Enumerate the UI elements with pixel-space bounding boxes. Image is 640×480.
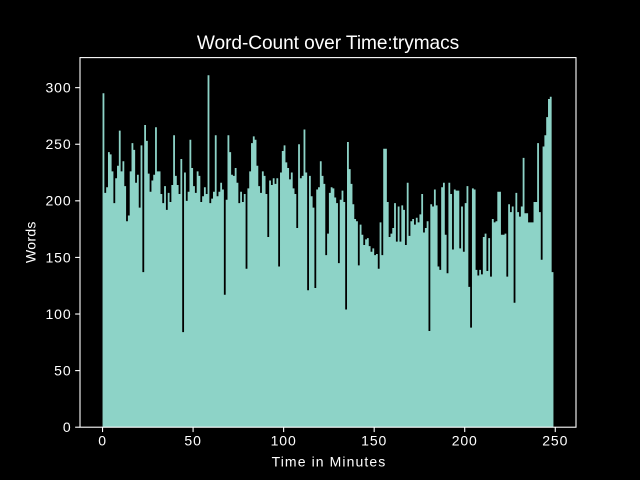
svg-text:50: 50: [184, 432, 201, 448]
svg-text:0: 0: [63, 419, 72, 435]
svg-text:Word-Count over Time:trymacs: Word-Count over Time:trymacs: [197, 33, 459, 54]
svg-text:100: 100: [271, 432, 297, 448]
svg-text:200: 200: [452, 432, 478, 448]
svg-text:100: 100: [45, 306, 71, 322]
svg-text:Time in Minutes: Time in Minutes: [272, 453, 387, 469]
svg-text:150: 150: [361, 432, 387, 448]
svg-text:250: 250: [45, 136, 71, 152]
svg-text:200: 200: [45, 193, 71, 209]
svg-text:Words: Words: [23, 221, 39, 263]
svg-text:50: 50: [54, 363, 71, 379]
svg-text:250: 250: [542, 432, 568, 448]
svg-text:300: 300: [45, 80, 71, 96]
svg-text:0: 0: [98, 432, 107, 448]
svg-text:150: 150: [45, 249, 71, 265]
